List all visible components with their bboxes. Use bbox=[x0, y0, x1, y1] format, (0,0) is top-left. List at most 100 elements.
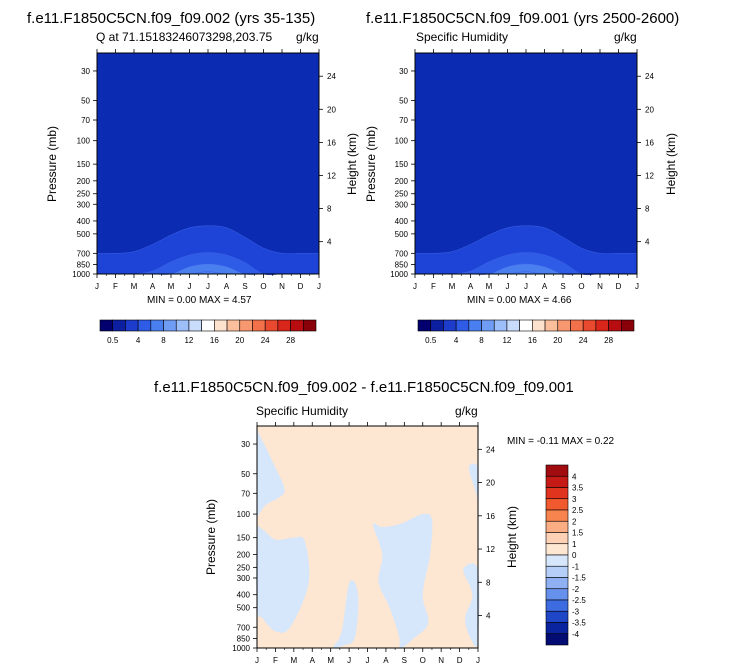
x-tick-label: F bbox=[113, 282, 118, 291]
x-tick-label: A bbox=[383, 656, 389, 665]
panel3-title: f.e11.F1850C5CN.f09_f09.002 - f.e11.F185… bbox=[154, 379, 574, 396]
colorbar-swatch bbox=[455, 319, 470, 332]
x-tick-label: D bbox=[616, 282, 622, 291]
colorbar-label: 4 bbox=[454, 336, 459, 345]
y-tick-label: 400 bbox=[237, 591, 251, 600]
x-tick-label: J bbox=[317, 282, 321, 291]
y-tick-label: 500 bbox=[395, 230, 409, 239]
colorbar-swatch bbox=[163, 319, 177, 332]
diff-colorbar-label: 3 bbox=[572, 495, 577, 504]
y-tick-label: 300 bbox=[77, 200, 91, 209]
y-tick-label: 250 bbox=[395, 190, 409, 199]
y2-tick-label: 4 bbox=[327, 238, 332, 247]
x-tick-label: M bbox=[168, 282, 175, 291]
y-tick-label: 70 bbox=[241, 489, 250, 498]
y-tick-label: 150 bbox=[237, 534, 251, 543]
x-tick-label: J bbox=[347, 656, 351, 665]
colorbar-label: 12 bbox=[502, 336, 511, 345]
diff-negative-region-right-top bbox=[468, 463, 479, 506]
diff-colorbar-swatch bbox=[545, 532, 569, 545]
diff-colorbar-label: 1.5 bbox=[572, 529, 584, 538]
diff-negative-region-lower-center bbox=[333, 579, 359, 648]
x-tick-label: J bbox=[366, 656, 370, 665]
colorbar-swatch bbox=[239, 319, 253, 332]
y-tick-label: 400 bbox=[77, 217, 91, 226]
x-tick-label: O bbox=[578, 282, 584, 291]
y-tick-label: 700 bbox=[237, 623, 251, 632]
y2-tick-label: 4 bbox=[486, 612, 491, 621]
y-tick-label: 30 bbox=[399, 67, 408, 76]
diff-colorbar-swatch bbox=[545, 487, 569, 500]
x-tick-label: J bbox=[206, 282, 210, 291]
y-tick-label: 500 bbox=[237, 604, 251, 613]
panel1-units: g/kg bbox=[296, 30, 319, 44]
x-tick-label: S bbox=[402, 656, 407, 665]
colorbar-label: 16 bbox=[528, 336, 537, 345]
y-tick-label: 150 bbox=[395, 160, 409, 169]
colorbar-swatch bbox=[99, 319, 114, 332]
x-tick-label: N bbox=[279, 282, 285, 291]
diff-colorbar-label: 3.5 bbox=[572, 484, 584, 493]
diff-colorbar-label: -4 bbox=[572, 630, 580, 639]
x-tick-label: D bbox=[457, 656, 463, 665]
y-tick-label: 1000 bbox=[72, 270, 90, 279]
panel1-y2-label: Height (km) bbox=[345, 132, 360, 196]
y-tick-label: 300 bbox=[237, 574, 251, 583]
colorbar-swatch bbox=[137, 319, 152, 332]
colorbar-swatch bbox=[570, 319, 584, 332]
diff-colorbar-swatch bbox=[545, 610, 569, 623]
diff-colorbar-label: 2 bbox=[572, 517, 577, 526]
x-tick-label: J bbox=[188, 282, 192, 291]
y-tick-label: 850 bbox=[237, 635, 251, 644]
x-tick-label: A bbox=[150, 282, 156, 291]
colorbar-swatch bbox=[112, 319, 126, 332]
diff-colorbar-label: 4 bbox=[572, 472, 577, 481]
contour-fill-level-1 bbox=[96, 225, 320, 275]
y-tick-label: 50 bbox=[81, 97, 90, 106]
diff-colorbar-swatch bbox=[545, 622, 569, 635]
panel1-stats: MIN = 0.00 MAX = 4.57 bbox=[147, 295, 252, 306]
colorbar-swatch bbox=[493, 319, 508, 332]
x-tick-label: S bbox=[242, 282, 247, 291]
colorbar-swatch bbox=[443, 319, 457, 332]
y2-tick-label: 12 bbox=[327, 171, 336, 180]
diff-colorbar-label: -3 bbox=[572, 607, 580, 616]
contour-fill-level-1 bbox=[414, 225, 638, 275]
colorbar-label: 8 bbox=[479, 336, 484, 345]
y2-tick-label: 20 bbox=[645, 105, 654, 114]
panel1-title: f.e11.F1850C5CN.f09_f09.002 (yrs 35-135) bbox=[27, 10, 316, 27]
y2-tick-label: 16 bbox=[327, 138, 336, 147]
diff-colorbar-label: -1.5 bbox=[572, 574, 586, 583]
x-tick-label: J bbox=[524, 282, 528, 291]
y-tick-label: 70 bbox=[81, 116, 90, 125]
y-tick-label: 100 bbox=[395, 137, 409, 146]
diff-negative-region-upper-left bbox=[256, 425, 285, 521]
colorbar-label: 20 bbox=[553, 336, 562, 345]
x-tick-label: F bbox=[273, 656, 278, 665]
diff-colorbar-swatch bbox=[545, 599, 569, 612]
y2-tick-label: 12 bbox=[486, 545, 495, 554]
y2-tick-label: 4 bbox=[645, 238, 650, 247]
panel2-stats: MIN = 0.00 MAX = 4.66 bbox=[467, 295, 572, 306]
diff-colorbar-label: 0 bbox=[572, 551, 577, 560]
colorbar-label: 0.5 bbox=[425, 336, 437, 345]
y2-tick-label: 20 bbox=[327, 105, 336, 114]
y-tick-label: 100 bbox=[237, 510, 251, 519]
y2-tick-label: 8 bbox=[327, 205, 332, 214]
y2-tick-label: 24 bbox=[327, 72, 336, 81]
colorbar-swatch bbox=[430, 319, 444, 332]
x-tick-label: A bbox=[224, 282, 230, 291]
y-tick-label: 50 bbox=[241, 470, 250, 479]
diff-negative-region-mid-left bbox=[256, 526, 310, 633]
colorbar-swatch bbox=[125, 319, 139, 332]
diff-colorbar-swatch bbox=[545, 509, 569, 522]
x-tick-label: M bbox=[290, 656, 297, 665]
y2-tick-label: 16 bbox=[486, 512, 495, 521]
x-tick-label: D bbox=[298, 282, 304, 291]
x-tick-label: F bbox=[431, 282, 436, 291]
y-tick-label: 150 bbox=[77, 160, 91, 169]
panel2-y-label: Pressure (mb) bbox=[364, 125, 379, 203]
x-tick-label: J bbox=[506, 282, 510, 291]
colorbar-label: 28 bbox=[286, 336, 295, 345]
y-tick-label: 300 bbox=[395, 200, 409, 209]
